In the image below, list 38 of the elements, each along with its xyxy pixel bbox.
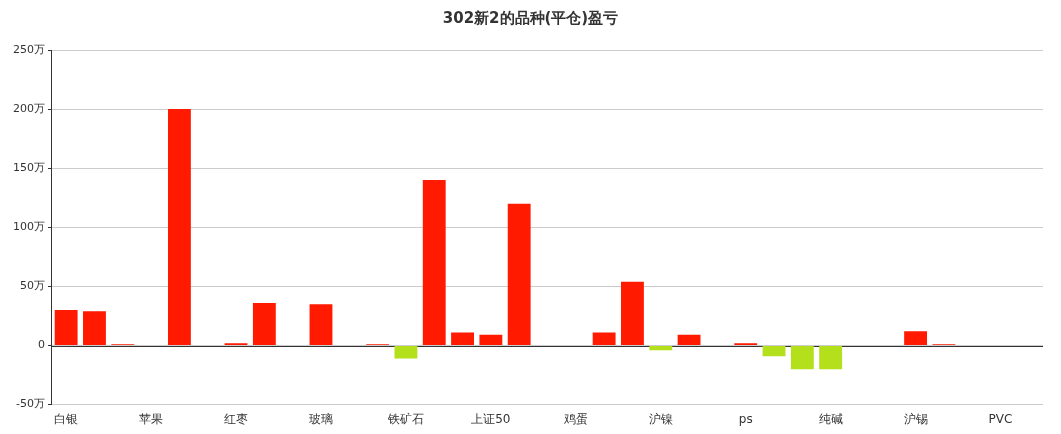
bar [507, 203, 531, 345]
x-tick-label: 沪镍 [648, 411, 673, 426]
y-tick-label: 150万 [13, 161, 45, 175]
bar [451, 332, 474, 345]
bar [762, 346, 786, 357]
y-tick-label: 100万 [13, 220, 45, 234]
bar [422, 180, 446, 345]
x-tick-label: 铁矿石 [386, 411, 424, 426]
bar [83, 311, 106, 345]
x-tick-label: 玻璃 [308, 411, 333, 426]
bar [790, 346, 814, 370]
bar [677, 334, 701, 345]
chart-title: 302新2的品种(平仓)盈亏 [441, 8, 620, 29]
y-tick-label: 250万 [13, 42, 45, 56]
x-tick-label: 苹果 [139, 411, 164, 426]
y-tick-label: 200万 [13, 101, 45, 115]
bar [167, 109, 191, 345]
bar [904, 331, 928, 345]
y-tick-label: 50万 [20, 279, 45, 293]
x-tick-label: 上证50 [471, 411, 511, 426]
x-tick-label: ps [738, 411, 753, 426]
x-tick-label: 白银 [54, 411, 79, 426]
bar [252, 302, 276, 345]
x-tick-label: 红枣 [224, 411, 249, 426]
x-tick-label: 沪锡 [903, 411, 928, 426]
bar [479, 334, 503, 345]
bar [819, 346, 843, 370]
bar [592, 332, 616, 345]
bar [54, 310, 78, 345]
y-tick-label: 0 [38, 338, 45, 352]
bar [649, 346, 673, 351]
bar [394, 346, 418, 359]
y-tick-label: -50万 [16, 397, 45, 411]
x-tick-label: 鸡蛋 [562, 411, 588, 426]
x-tick-label: 纯碱 [818, 411, 843, 426]
bar [309, 304, 333, 345]
bar [621, 281, 644, 345]
x-tick-label: PVC [988, 411, 1013, 426]
